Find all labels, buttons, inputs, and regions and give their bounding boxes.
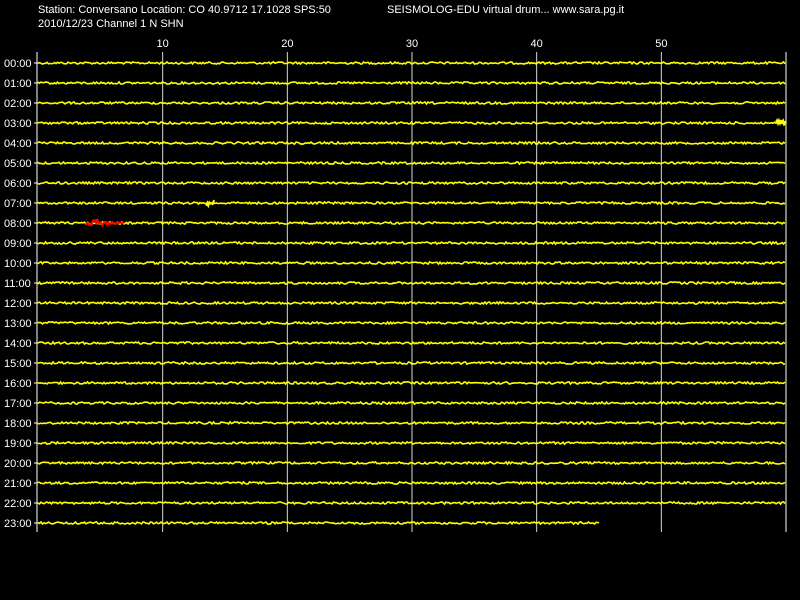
trace-row-1300: [37, 320, 786, 326]
tick-label-10: 10: [157, 38, 169, 50]
trace-row-0500: [37, 160, 786, 166]
trace-row-0300: [37, 120, 786, 126]
row-label-1600: 16:00: [4, 378, 32, 390]
row-label-1000: 10:00: [4, 258, 32, 270]
tick-label-40: 40: [531, 38, 543, 50]
tick-label-layer: 10 20 30 40 50: [157, 38, 668, 50]
trace-row-2000: [37, 460, 786, 466]
row-label-1700: 17:00: [4, 398, 32, 410]
event-0700-0: [205, 199, 216, 209]
row-label-2100: 21:00: [4, 478, 32, 490]
tick-label-50: 50: [655, 38, 667, 50]
row-label-0200: 02:00: [4, 98, 32, 110]
date-channel-info: 2010/12/23 Channel 1 N SHN: [38, 18, 184, 30]
row-label-1800: 18:00: [4, 418, 32, 430]
row-label-0800: 08:00: [4, 218, 32, 230]
trace-row-0600: [38, 180, 786, 186]
row-label-0300: 03:00: [4, 118, 32, 130]
trace-row-2100: [37, 480, 786, 486]
trace-row-0400: [37, 140, 786, 146]
trace-row-1100: [37, 280, 786, 286]
trace-row-0700: [37, 200, 786, 206]
trace-row-0100: [37, 80, 786, 86]
row-label-0600: 06:00: [4, 178, 32, 190]
trace-row-0000: [37, 60, 786, 66]
drum-title: SEISMOLOG-EDU virtual drum... www.sara.p…: [387, 4, 625, 16]
trace-row-1600: [37, 380, 786, 386]
row-label-1400: 14:00: [4, 338, 32, 350]
row-label-layer: 00:00 01:00 02:00 03:00 04:00 05:00 06:00 07:00…: [4, 58, 32, 530]
row-label-0900: 09:00: [4, 238, 32, 250]
trace-row-2200: [37, 500, 786, 506]
trace-row-2300: [37, 520, 600, 526]
event-0300-0: [775, 117, 786, 127]
row-label-2300: 23:00: [4, 518, 32, 530]
row-label-0500: 05:00: [4, 158, 32, 170]
trace-row-1500: [37, 360, 786, 366]
trace-row-1800: [37, 420, 786, 426]
row-label-0400: 04:00: [4, 138, 32, 150]
trace-row-0200: [37, 100, 786, 106]
row-label-0100: 01:00: [4, 78, 32, 90]
row-label-2200: 22:00: [4, 498, 32, 510]
row-label-0000: 00:00: [4, 58, 32, 70]
row-label-1100: 11:00: [4, 278, 31, 290]
row-label-1900: 19:00: [4, 438, 32, 450]
trace-row-1700: [37, 400, 786, 406]
row-label-1500: 15:00: [4, 358, 32, 370]
grid-layer: [34, 52, 787, 532]
row-label-1300: 13:00: [4, 318, 32, 330]
row-label-0700: 07:00: [4, 198, 32, 210]
row-label-1200: 12:00: [4, 298, 32, 310]
station-info: Station: Conversano Location: CO 40.9712…: [38, 4, 331, 16]
trace-row-1200: [37, 300, 786, 306]
trace-row-1000: [37, 260, 786, 266]
trace-layer: [37, 60, 786, 526]
trace-row-0800: [37, 220, 786, 226]
row-label-2000: 20:00: [4, 458, 32, 470]
trace-row-1900: [37, 440, 786, 446]
tick-label-30: 30: [406, 38, 418, 50]
tick-label-20: 20: [281, 38, 293, 50]
trace-row-1400: [37, 340, 786, 346]
trace-row-0900: [37, 240, 786, 246]
event-0800-0: [85, 218, 125, 228]
